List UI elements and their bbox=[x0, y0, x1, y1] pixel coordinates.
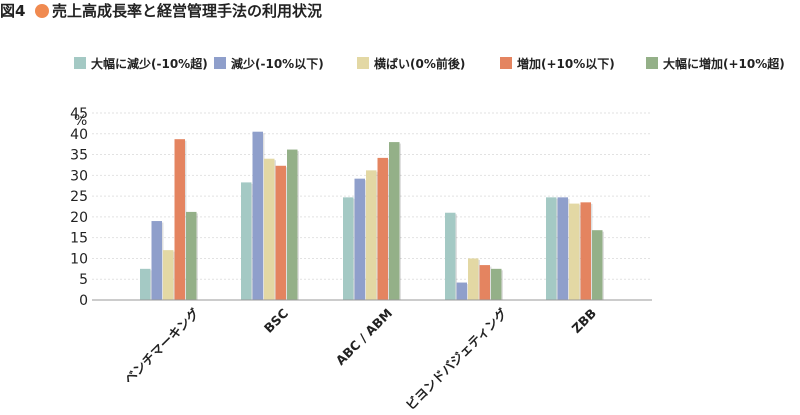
x-tick-label: ABC / ABM bbox=[333, 306, 395, 368]
y-tick-label: 15 bbox=[70, 231, 88, 247]
bar bbox=[163, 250, 174, 300]
x-tick-label: ベンチマーキング bbox=[121, 305, 202, 386]
bar bbox=[275, 165, 286, 300]
legend-label: 増加(+10%以下) bbox=[517, 56, 615, 71]
bar bbox=[264, 158, 275, 300]
legend-label: 横ばい(0%前後) bbox=[374, 56, 465, 71]
bar bbox=[140, 268, 151, 300]
x-tick-label: ビヨンドバジェティング bbox=[403, 305, 511, 413]
title-main: 売上高成長率と経営管理手法の利用状況 bbox=[52, 2, 322, 20]
bar bbox=[592, 230, 603, 300]
bar bbox=[252, 131, 263, 300]
bar bbox=[491, 268, 502, 300]
legend-swatch bbox=[646, 57, 658, 69]
y-tick-label: 0 bbox=[79, 293, 88, 309]
y-tick-label: 25 bbox=[70, 189, 88, 205]
x-axis: ベンチマーキング BSC ABC / ABM ビヨンドバジェティング ZBB bbox=[121, 305, 599, 413]
y-tick-label: 40 bbox=[70, 127, 88, 143]
chart-title: 図4 売上高成長率と経営管理手法の利用状況 bbox=[0, 2, 322, 20]
y-tick-label: 45 bbox=[70, 106, 88, 122]
title-prefix: 図4 bbox=[0, 2, 25, 20]
bar bbox=[445, 212, 456, 300]
bar bbox=[468, 258, 479, 300]
bar bbox=[479, 265, 490, 300]
bars bbox=[140, 131, 604, 300]
y-tick-label: 10 bbox=[70, 251, 88, 267]
legend-label: 大幅に増加(+10%超) bbox=[663, 56, 785, 71]
legend-label: 大幅に減少(-10%超) bbox=[91, 56, 208, 71]
bar bbox=[241, 182, 252, 300]
legend: 大幅に減少(-10%超) 減少(-10%以下) 横ばい(0%前後) 増加(+10%以下… bbox=[74, 56, 785, 71]
bar bbox=[151, 221, 162, 300]
y-tick-label: 30 bbox=[70, 168, 88, 184]
bar bbox=[557, 197, 568, 300]
x-tick-label: ZBB bbox=[569, 306, 599, 336]
bar bbox=[186, 211, 197, 300]
title-marker-icon bbox=[35, 4, 49, 18]
y-tick-label: 35 bbox=[70, 148, 88, 164]
bar bbox=[287, 149, 298, 300]
legend-swatch bbox=[357, 57, 369, 69]
bar bbox=[377, 157, 388, 300]
legend-label: 減少(-10%以下) bbox=[231, 56, 324, 71]
y-tick-label: 20 bbox=[70, 210, 88, 226]
bar bbox=[546, 197, 557, 300]
legend-swatch bbox=[214, 57, 226, 69]
bar bbox=[389, 142, 400, 300]
y-axis-unit-label: % bbox=[74, 113, 87, 129]
y-tick-label: 5 bbox=[79, 272, 88, 288]
y-axis: 0 5 10 15 20 25 30 35 40 45 bbox=[70, 106, 88, 309]
legend-swatch bbox=[74, 57, 86, 69]
bar bbox=[456, 282, 467, 300]
bar bbox=[354, 178, 365, 300]
x-tick-label: BSC bbox=[261, 306, 291, 336]
bar bbox=[174, 139, 185, 300]
bar bbox=[366, 170, 377, 300]
bar bbox=[343, 197, 354, 300]
bar bbox=[580, 202, 591, 300]
legend-swatch bbox=[500, 57, 512, 69]
bar bbox=[569, 203, 580, 300]
